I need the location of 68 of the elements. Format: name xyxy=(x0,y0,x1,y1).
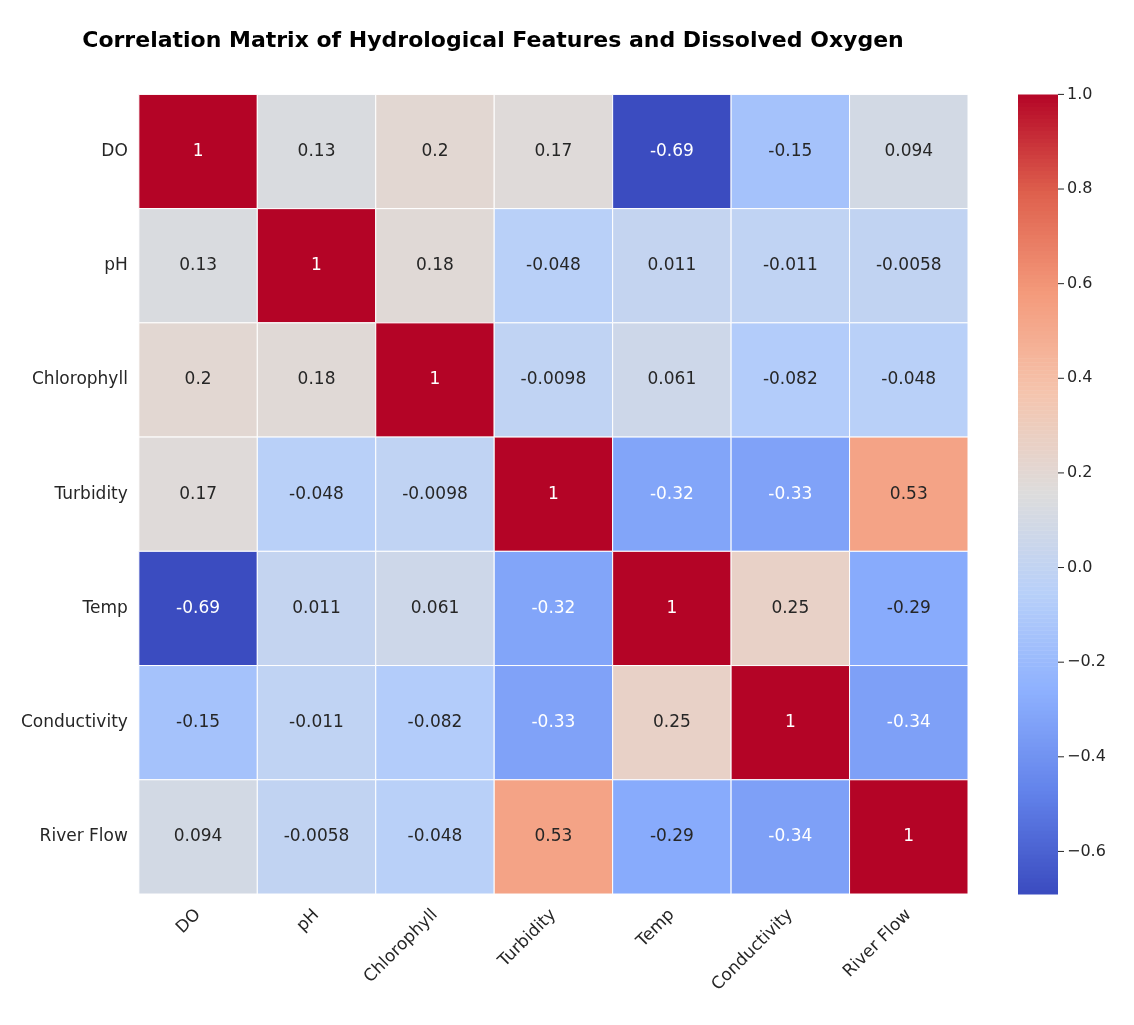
data-label: 0.011 xyxy=(292,596,341,617)
data-label: 0.18 xyxy=(416,254,454,275)
data-label: -0.011 xyxy=(289,711,344,732)
data-label: 1 xyxy=(784,711,796,732)
data-label: -0.082 xyxy=(407,711,463,732)
data-label: 0.13 xyxy=(297,139,336,160)
data-label: -0.011 xyxy=(762,254,818,275)
y-tick-label: River Flow xyxy=(39,825,128,846)
data-label: -0.0098 xyxy=(520,368,587,389)
data-label: 0.53 xyxy=(534,825,573,846)
x-tick-label: pH xyxy=(291,904,323,935)
data-label: 0.094 xyxy=(173,825,223,846)
data-label: 0.094 xyxy=(884,139,934,160)
data-label: 0.53 xyxy=(889,482,928,503)
data-label: -0.34 xyxy=(768,825,813,846)
data-label: -0.29 xyxy=(886,596,931,617)
data-label: -0.15 xyxy=(768,139,813,160)
data-label: 1 xyxy=(192,139,204,160)
data-label: 1 xyxy=(548,482,559,503)
data-label: -0.29 xyxy=(649,825,694,846)
data-label: -0.048 xyxy=(526,254,581,275)
data-label: 0.011 xyxy=(647,254,697,275)
color-bar-label: −0.6 xyxy=(1067,840,1106,860)
y-tick-label: pH xyxy=(104,254,128,275)
color-bar-label: 0.0 xyxy=(1067,556,1093,576)
data-label: 0.061 xyxy=(647,368,697,389)
data-label: 0.25 xyxy=(771,596,810,617)
data-label: -0.048 xyxy=(407,825,463,846)
data-label: -0.34 xyxy=(886,711,931,732)
data-label: -0.33 xyxy=(531,711,576,732)
data-label: 0.13 xyxy=(179,254,218,275)
y-tick-label: Temp xyxy=(81,596,128,617)
data-label: 1 xyxy=(429,368,441,389)
x-tick-label: DO xyxy=(171,904,205,937)
y-tick-label: Chlorophyll xyxy=(32,368,128,389)
color-bar-label: 0.6 xyxy=(1067,272,1093,292)
data-label: -0.048 xyxy=(289,482,344,503)
data-label: 1 xyxy=(666,596,678,617)
color-bar-label: 0.2 xyxy=(1067,462,1093,482)
data-label: -0.0058 xyxy=(875,254,942,275)
data-label: 0.25 xyxy=(652,711,691,732)
color-bar-label: 0.4 xyxy=(1067,367,1093,387)
y-tick-label: Conductivity xyxy=(21,711,128,732)
data-label: -0.33 xyxy=(768,482,813,503)
data-label: -0.048 xyxy=(881,368,937,389)
data-label: -0.0098 xyxy=(402,482,468,503)
data-label: 0.18 xyxy=(297,368,336,389)
data-label: -0.69 xyxy=(176,596,221,617)
data-label: 0.17 xyxy=(534,139,573,160)
chart-title: Correlation Matrix of Hydrological Features and Dissolved Oxygen xyxy=(82,26,904,52)
color-bar-label: −0.2 xyxy=(1067,651,1106,671)
data-label: -0.69 xyxy=(649,139,694,160)
y-tick-label: Turbidity xyxy=(53,482,128,503)
data-label: -0.082 xyxy=(762,368,818,389)
color-bar-label: −0.4 xyxy=(1067,745,1106,765)
data-label: 0.2 xyxy=(421,139,449,160)
data-label: -0.32 xyxy=(649,482,694,503)
y-tick-label: DO xyxy=(101,139,128,160)
data-label: -0.32 xyxy=(531,596,576,617)
data-label: 0.061 xyxy=(410,596,460,617)
data-label: 0.17 xyxy=(179,482,218,503)
data-label: 0.2 xyxy=(184,368,212,389)
data-label: -0.0058 xyxy=(283,825,350,846)
color-bar-label: 0.8 xyxy=(1067,178,1093,198)
color-bar-label: 1.0 xyxy=(1067,83,1093,103)
data-label: 1 xyxy=(903,825,915,846)
data-label: 1 xyxy=(311,254,322,275)
data-label: -0.15 xyxy=(176,711,221,732)
